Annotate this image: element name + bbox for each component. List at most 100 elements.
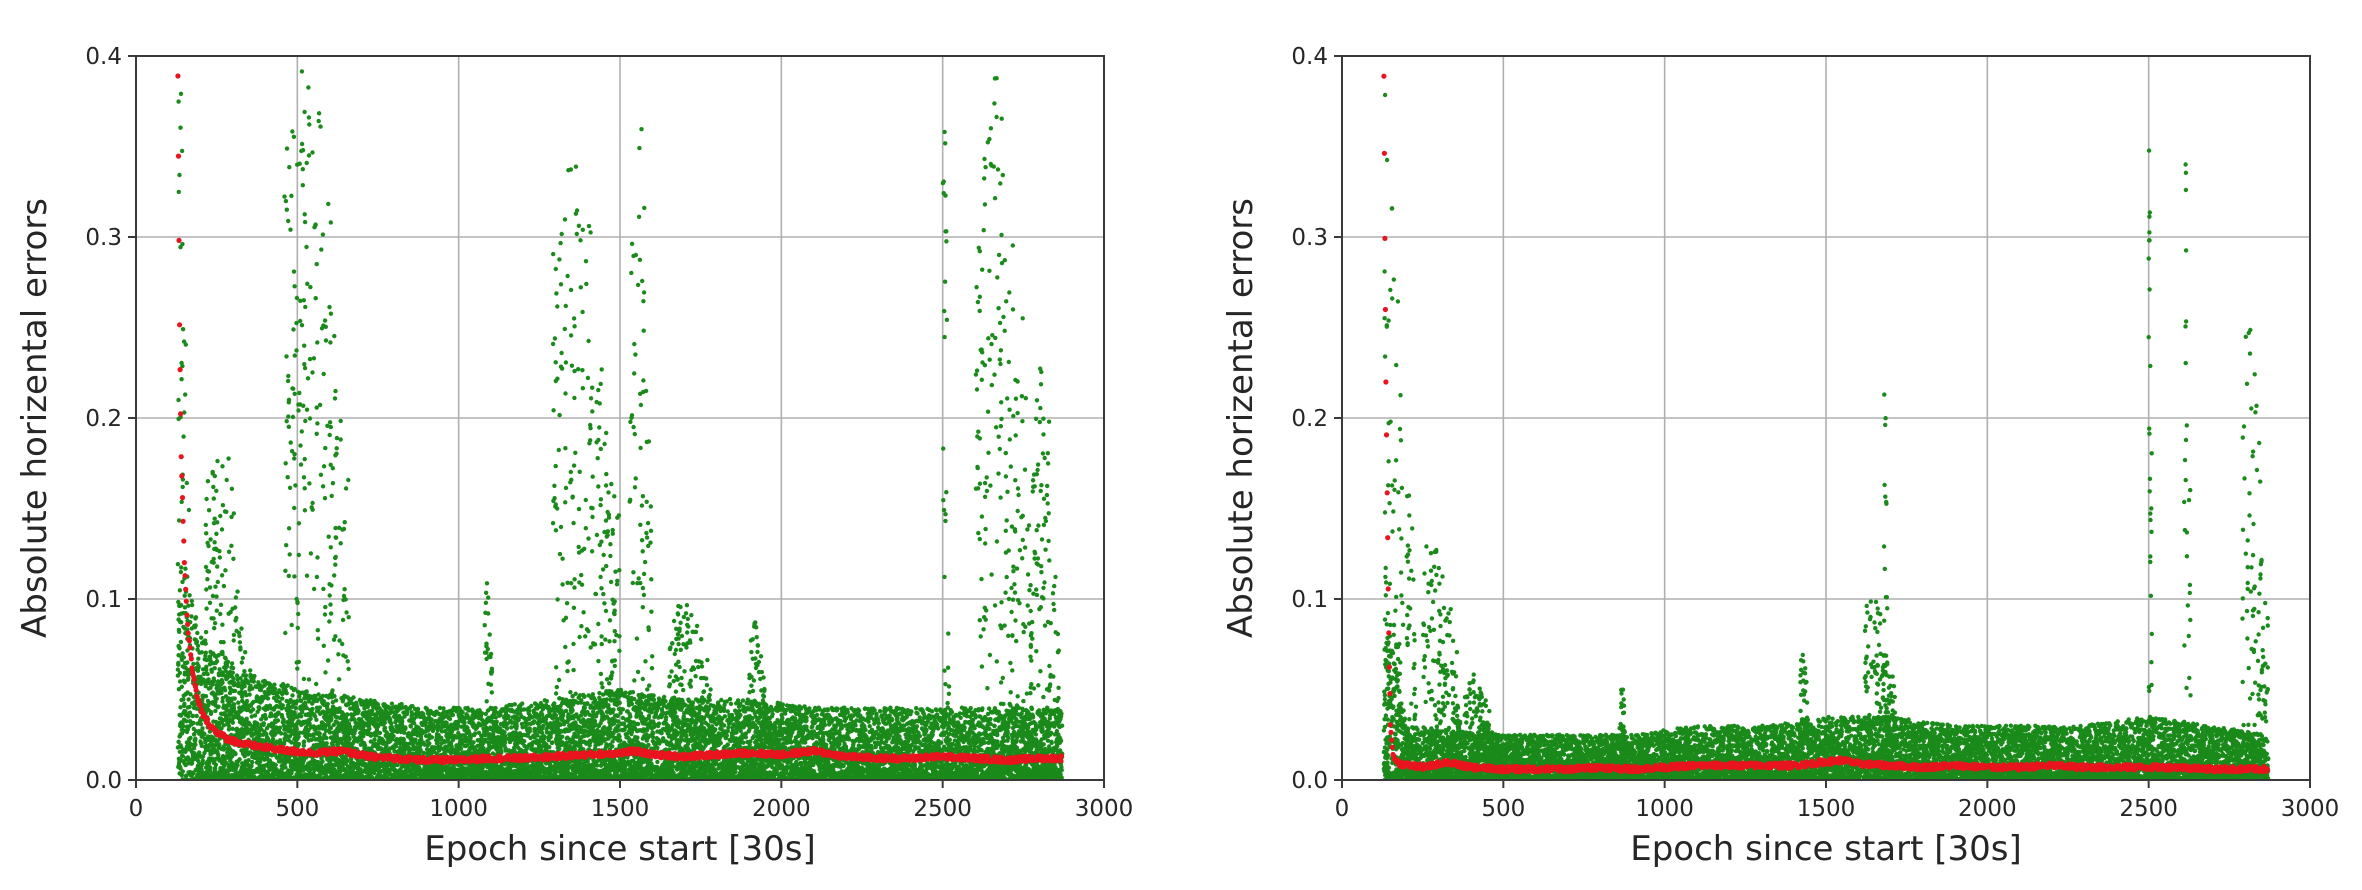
green-point [179,602,184,608]
green-point [208,685,213,690]
green-point [196,665,201,670]
green-point [230,726,235,731]
green-point [200,761,205,766]
green-point [182,593,187,598]
green-point [182,701,187,707]
green-point [317,705,323,710]
green-point [460,710,465,715]
green-point [512,702,517,707]
green-point [176,662,181,667]
green-point [355,739,360,744]
green-point [247,692,252,697]
green-point [178,569,184,575]
green-point [191,661,196,667]
green-point [400,719,405,724]
green-point [175,562,181,567]
green-point [401,737,406,742]
green-point [297,694,302,699]
green-point [189,598,194,604]
green-point [295,698,300,704]
green-point [293,705,298,711]
green-point [230,665,236,671]
green-point [193,736,198,741]
green-point [310,706,315,712]
green-point [299,714,304,719]
green-point [177,629,182,634]
green-point [219,726,224,731]
green-point [179,620,184,625]
green-point [265,696,271,701]
green-point [217,743,222,748]
green-point [427,741,432,746]
green-point [176,687,182,692]
green-point [285,683,290,688]
green-point [252,713,258,718]
green-point [296,741,302,747]
green-point [272,682,277,687]
green-point [243,673,249,678]
green-point [230,754,235,759]
green-point [189,602,195,608]
green-point [214,696,219,701]
green-point [189,614,194,619]
green-point [220,699,225,704]
green-point [244,767,249,772]
green-point [203,694,209,699]
green-point [362,743,368,748]
green-point [351,695,356,700]
green-point [225,659,231,665]
green-point [191,732,197,737]
green-point [242,669,247,674]
green-point [230,720,235,725]
green-point [186,603,191,608]
green-point [250,707,256,712]
green-point [205,671,210,677]
green-point [250,686,255,691]
green-point [403,726,408,731]
green-point [280,703,285,708]
green-point [314,764,319,769]
green-point [269,685,274,690]
green-point [304,689,309,694]
green-point [203,641,208,646]
green-point [429,717,434,722]
green-point [270,736,276,742]
green-point [222,688,228,693]
green-point [527,727,532,733]
green-point [415,706,421,712]
green-point [190,713,195,718]
green-point [251,679,256,684]
green-point [242,754,247,759]
green-point [444,720,449,726]
green-point [262,712,268,718]
green-point [377,730,383,736]
green-point [320,759,325,764]
green-point [333,698,339,703]
green-point [290,693,295,698]
green-point [557,746,562,752]
green-point [529,703,534,709]
green-point [217,667,222,672]
green-point [193,623,198,628]
green-point [258,759,263,764]
green-point [493,705,498,711]
green-point [184,719,189,724]
green-point [249,714,254,719]
green-point [280,696,285,701]
green-point [308,733,313,738]
green-point [183,566,188,571]
green-point [223,656,228,661]
green-point [248,668,253,673]
green-point [570,708,575,713]
green-point [572,746,577,752]
green-point [361,734,366,739]
green-point [221,723,226,728]
green-point [176,739,181,744]
green-point [561,713,566,718]
grid [135,55,1105,781]
green-point [249,763,254,768]
green-point [245,680,251,685]
green-point [316,692,321,697]
green-point [209,669,214,674]
green-point [184,773,189,778]
